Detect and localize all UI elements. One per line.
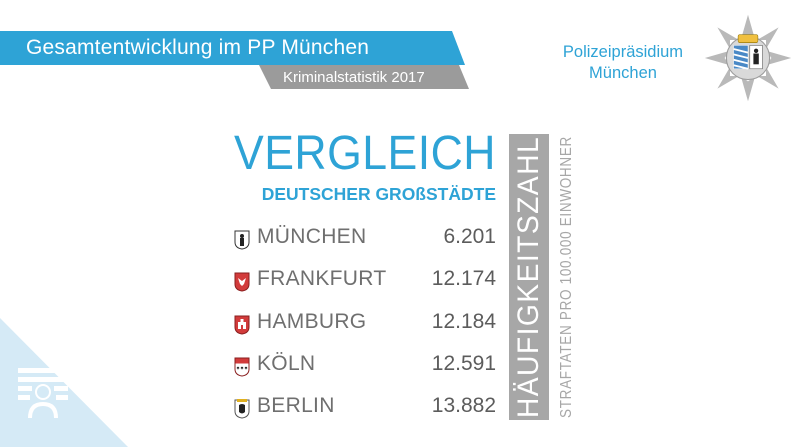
vertical-subtitle: STRAFTATEN PRO 100.000 EINWOHNER [558,136,575,418]
munich-crest-icon [234,230,250,250]
city-name: HAMBURG [257,310,367,333]
city-name: BERLIN [257,394,335,417]
city-name: FRANKFURT [257,267,387,290]
city-row-berlin: BERLIN 13.882 [234,392,496,426]
organization-name: Polizeipräsidium München [548,42,698,84]
city-value: 13.882 [431,394,496,417]
city-row-cologne: KÖLN 12.591 [234,350,496,384]
city-row-frankfurt: FRANKFURT 12.174 [234,265,496,299]
city-row-hamburg: HAMBURG 12.184 [234,308,496,342]
header-subtitle-banner: Kriminalstatistik 2017 [259,65,469,89]
header-title: Gesamtentwicklung im PP München [26,36,370,59]
city-value: 12.174 [431,267,496,290]
police-star-logo-icon [704,14,792,102]
document-person-icon [18,368,68,418]
header-subtitle: Kriminalstatistik 2017 [283,68,425,86]
organization-line-2: München [589,64,657,82]
vertical-title: HÄUFIGKEITSZAHL [512,135,545,419]
organization-line-1: Polizeipräsidium [562,43,684,61]
city-value: 12.591 [431,352,496,375]
city-row-munich: MÜNCHEN 6.201 [234,223,496,257]
frankfurt-crest-icon [234,272,250,292]
city-value: 12.184 [431,310,496,333]
cologne-crest-icon [234,357,250,377]
vertical-title-bar [509,134,549,420]
page-heading: VERGLEICH [234,127,496,180]
berlin-crest-icon [234,399,250,419]
page-subheading: DEUTSCHER GROßSTÄDTE [261,184,496,204]
city-value: 6.201 [443,225,496,248]
hamburg-crest-icon [234,315,250,335]
city-name: KÖLN [257,352,316,375]
city-name: MÜNCHEN [257,225,367,248]
header-title-banner: Gesamtentwicklung im PP München [0,31,465,65]
